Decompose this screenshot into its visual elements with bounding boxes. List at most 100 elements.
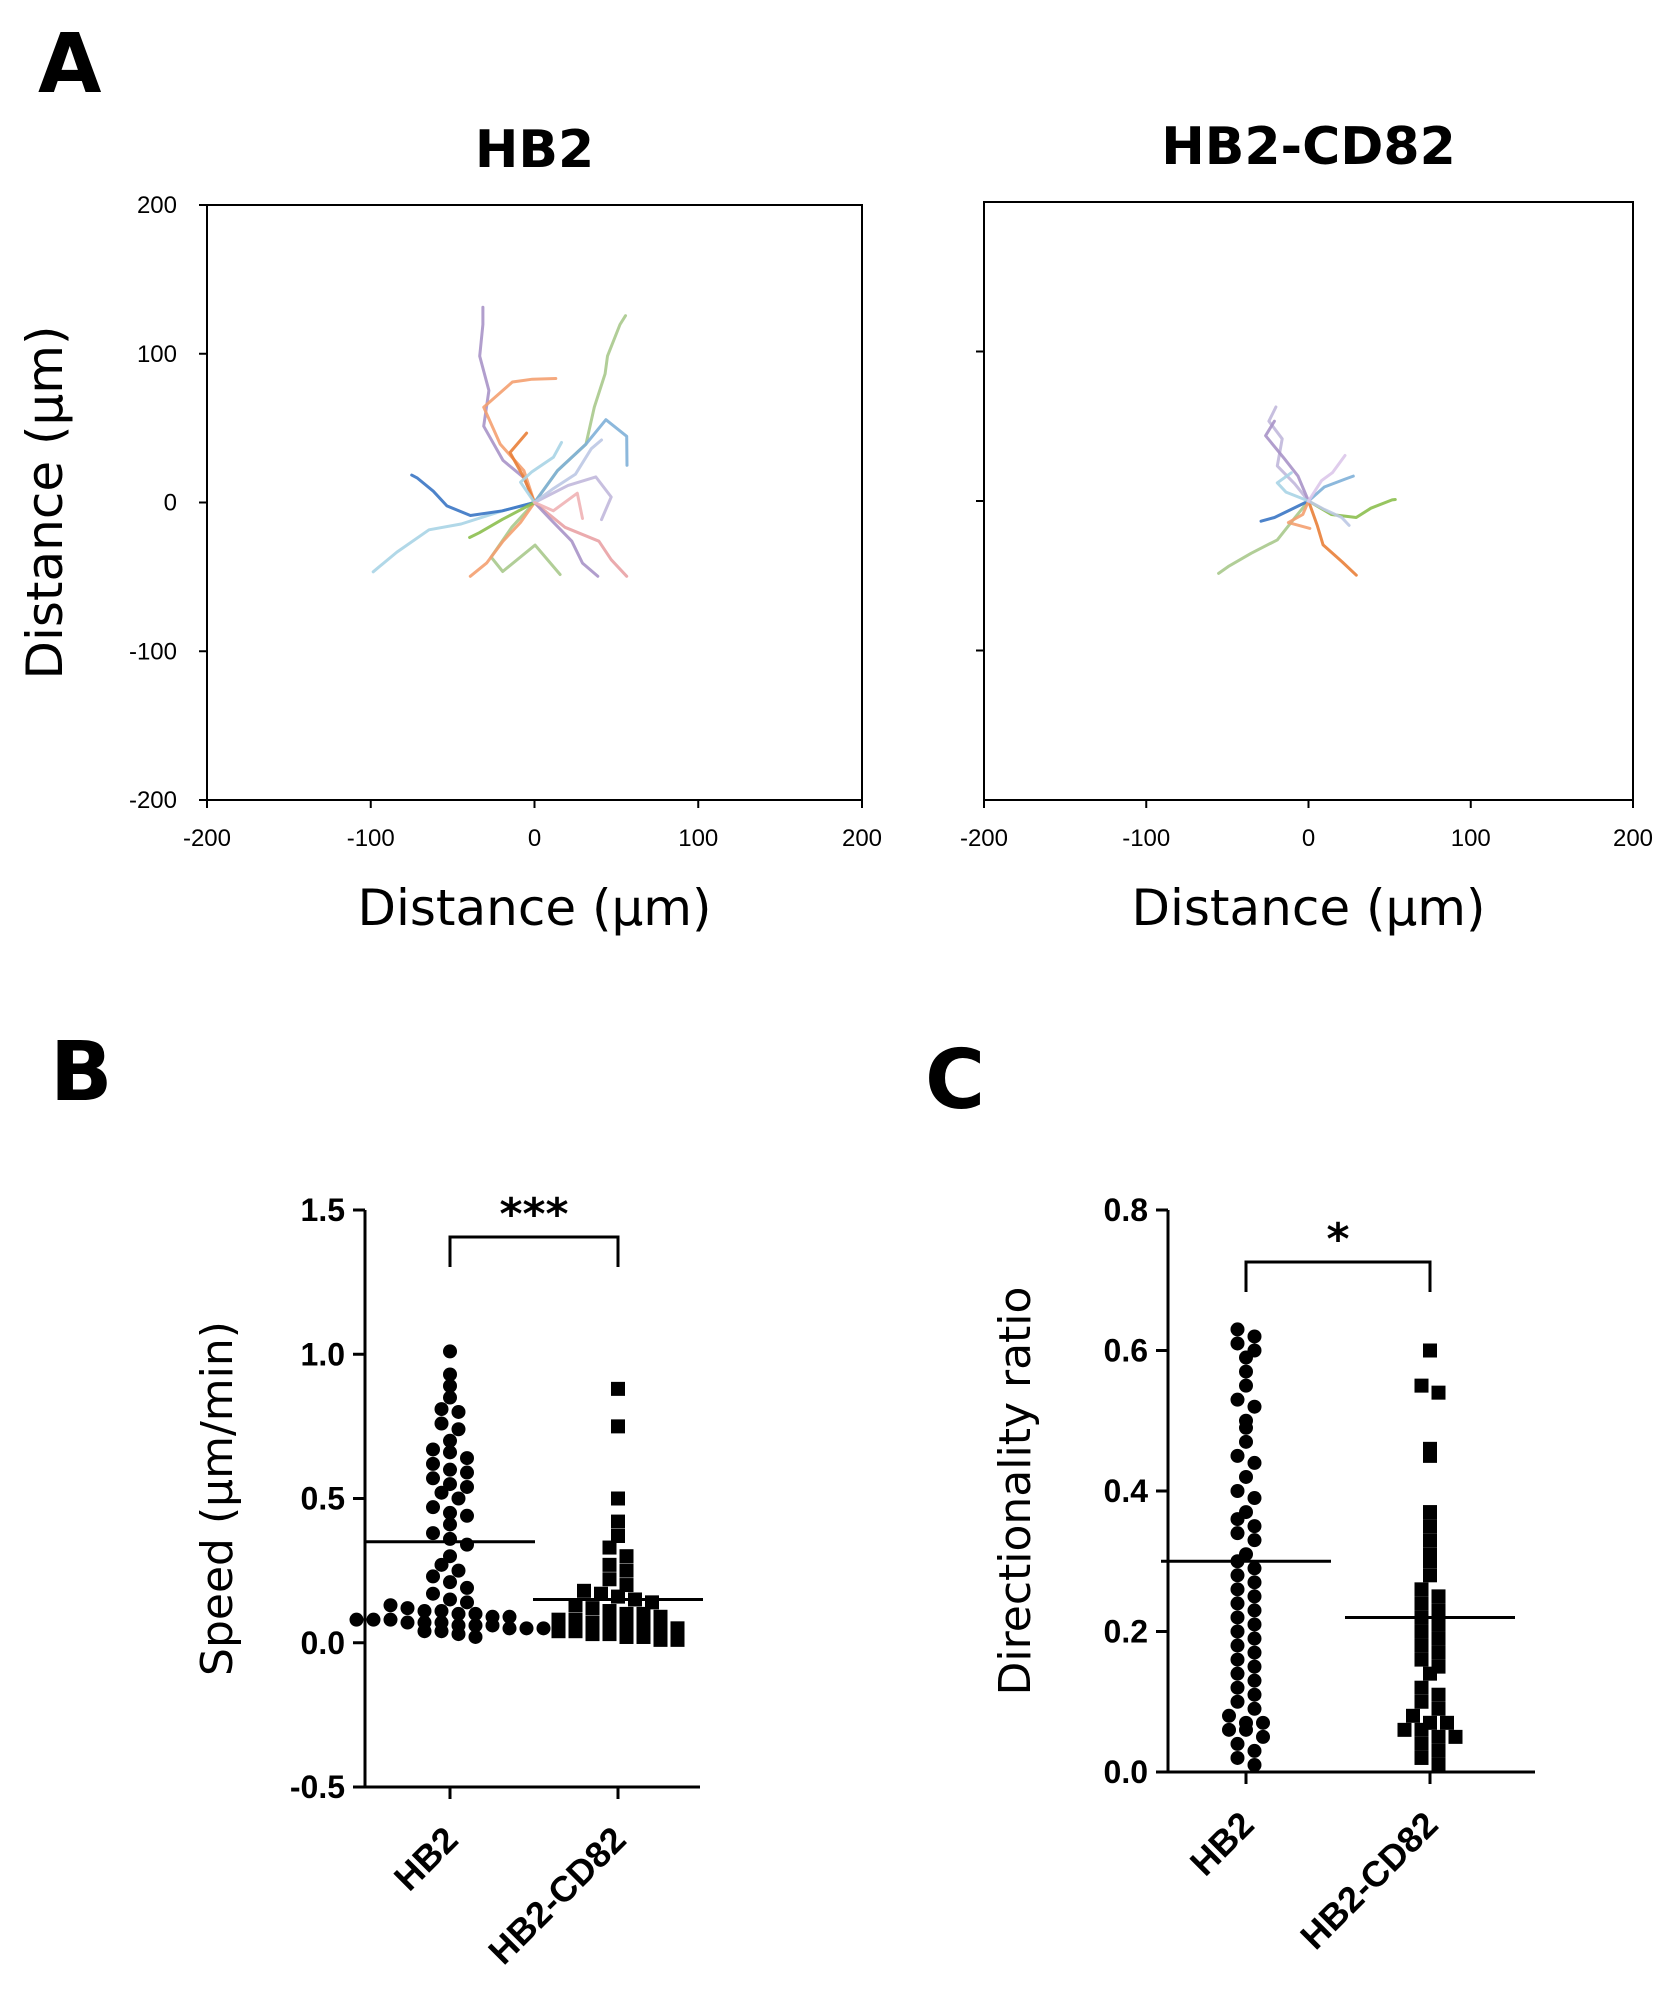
- data-point-hb2-cd82: [636, 1618, 651, 1633]
- data-point-hb2: [1239, 1469, 1253, 1484]
- data-point-hb2: [443, 1367, 457, 1382]
- data-point-hb2-cd82: [568, 1612, 583, 1627]
- trajectory-track-6: [1259, 499, 1310, 523]
- x-tick-label: 0: [528, 825, 541, 852]
- data-point-hb2: [1247, 1603, 1262, 1618]
- data-point-hb2: [1230, 1736, 1245, 1751]
- data-point-hb2-cd82: [1431, 1687, 1446, 1702]
- data-point-hb2: [1247, 1645, 1262, 1660]
- data-point-hb2: [443, 1575, 457, 1590]
- x-tick-label: -200: [183, 825, 231, 852]
- significance-bracket: [1244, 1260, 1432, 1292]
- data-point-hb2-cd82: [1414, 1378, 1429, 1393]
- data-point-hb2: [451, 1422, 466, 1437]
- data-point-hb2-cd82: [577, 1583, 591, 1598]
- trajectory-track-13: [468, 501, 536, 539]
- data-point-hb2: [536, 1621, 551, 1636]
- data-point-hb2-cd82: [568, 1624, 583, 1639]
- data-point-hb2: [485, 1618, 500, 1633]
- data-point-hb2: [426, 1471, 440, 1486]
- data-point-hb2-cd82: [619, 1629, 634, 1644]
- trajectory-track-1: [1217, 499, 1310, 575]
- data-point-hb2: [443, 1477, 457, 1492]
- trajectory-track-15: [519, 441, 563, 504]
- trajectory-track-8: [1286, 499, 1312, 530]
- data-point-hb2-cd82: [602, 1540, 617, 1555]
- data-point-hb2-cd82: [1423, 1505, 1437, 1520]
- chart-a1: HB2 -200 -100 0 100 200 -200 -100 0 100 200 Distanc…: [16, 120, 882, 937]
- data-point-hb2: [1247, 1617, 1262, 1632]
- data-point-hb2: [1247, 1659, 1262, 1674]
- data-point-hb2: [1239, 1350, 1253, 1365]
- chart-b: -0.5 0.0 0.5 1.0 1.5 HB2 HB2-CD82 Speed (µm/min…: [192, 1189, 703, 1972]
- data-point-hb2: [443, 1531, 457, 1546]
- data-point-hb2: [426, 1500, 440, 1515]
- y-tick-label: 0.5: [301, 1481, 345, 1517]
- data-point-hb2: [1230, 1582, 1245, 1597]
- data-point-hb2-cd82: [1431, 1645, 1446, 1660]
- y-axis-label: Distance (µm): [16, 325, 74, 679]
- data-point-hb2-cd82: [585, 1627, 600, 1642]
- data-point-hb2: [426, 1586, 440, 1601]
- data-point-hb2: [460, 1465, 474, 1480]
- data-point-hb2: [443, 1378, 457, 1393]
- data-point-hb2-cd82: [1431, 1589, 1446, 1604]
- trajectory-track-3: [1307, 499, 1358, 577]
- data-point-hb2-cd82: [653, 1609, 668, 1624]
- data-point-hb2: [1230, 1512, 1245, 1527]
- data-point-hb2-cd82: [1414, 1596, 1429, 1611]
- data-point-hb2: [1247, 1399, 1262, 1414]
- data-point-hb2: [1230, 1596, 1245, 1611]
- data-point-hb2-cd82: [551, 1612, 566, 1627]
- y-tick-label: 0.8: [1104, 1192, 1148, 1228]
- data-point-hb2: [426, 1526, 440, 1541]
- x-tick-label: 100: [1451, 825, 1491, 852]
- data-point-hb2: [443, 1505, 457, 1520]
- trajectory-track-1: [478, 305, 536, 504]
- data-point-hb2-cd82: [1431, 1729, 1446, 1744]
- trajectory-track-5: [1264, 419, 1310, 503]
- data-point-hb2-cd82: [1431, 1631, 1446, 1646]
- data-point-hb2-cd82: [1414, 1750, 1429, 1765]
- data-point-hb2: [1230, 1652, 1245, 1667]
- data-point-hb2: [443, 1462, 457, 1477]
- x-tick-label: -200: [960, 825, 1008, 852]
- data-point-hb2: [434, 1485, 449, 1500]
- data-point-hb2: [434, 1624, 449, 1639]
- chart-c: 0.0 0.2 0.4 0.6 0.8 HB2 HB2-CD82 Directionality…: [990, 1192, 1535, 1957]
- data-point-hb2-cd82: [602, 1627, 617, 1642]
- data-point-hb2: [1247, 1491, 1262, 1506]
- data-point-hb2: [426, 1442, 440, 1457]
- data-point-hb2-cd82: [1414, 1582, 1429, 1597]
- data-point-hb2: [434, 1604, 449, 1619]
- data-point-hb2: [1230, 1610, 1245, 1625]
- y-tick-label: 0.6: [1104, 1333, 1148, 1369]
- data-point-hb2: [443, 1433, 457, 1448]
- data-point-hb2-cd82: [670, 1632, 685, 1647]
- data-point-hb2: [502, 1609, 517, 1624]
- data-point-hb2: [451, 1606, 466, 1621]
- x-tick-label: 0: [1302, 825, 1315, 852]
- data-point-hb2: [1230, 1694, 1245, 1709]
- trajectory-track-11: [468, 501, 536, 578]
- data-point-hb2: [1247, 1329, 1262, 1344]
- data-point-hb2-cd82: [602, 1572, 617, 1587]
- x-tick-label: 200: [1613, 825, 1653, 852]
- data-point-hb2: [443, 1549, 457, 1564]
- data-point-hb2-cd82: [611, 1419, 625, 1434]
- data-point-hb2: [1247, 1575, 1262, 1590]
- y-tick-label: 0.2: [1104, 1614, 1148, 1650]
- y-axis-label: Speed (µm/min): [192, 1321, 243, 1676]
- trajectory-track-5: [410, 473, 536, 517]
- y-tick-label: 0.0: [301, 1625, 345, 1661]
- data-point-hb2: [460, 1508, 474, 1523]
- panel-label-b: B: [50, 1025, 113, 1120]
- data-point-hb2: [400, 1601, 415, 1616]
- x-tick-label: 100: [678, 825, 718, 852]
- data-point-hb2-cd82: [1397, 1722, 1412, 1737]
- data-point-hb2-cd82: [1431, 1757, 1446, 1772]
- data-point-hb2: [434, 1402, 449, 1417]
- data-point-hb2: [1247, 1631, 1262, 1646]
- data-point-hb2: [366, 1612, 381, 1627]
